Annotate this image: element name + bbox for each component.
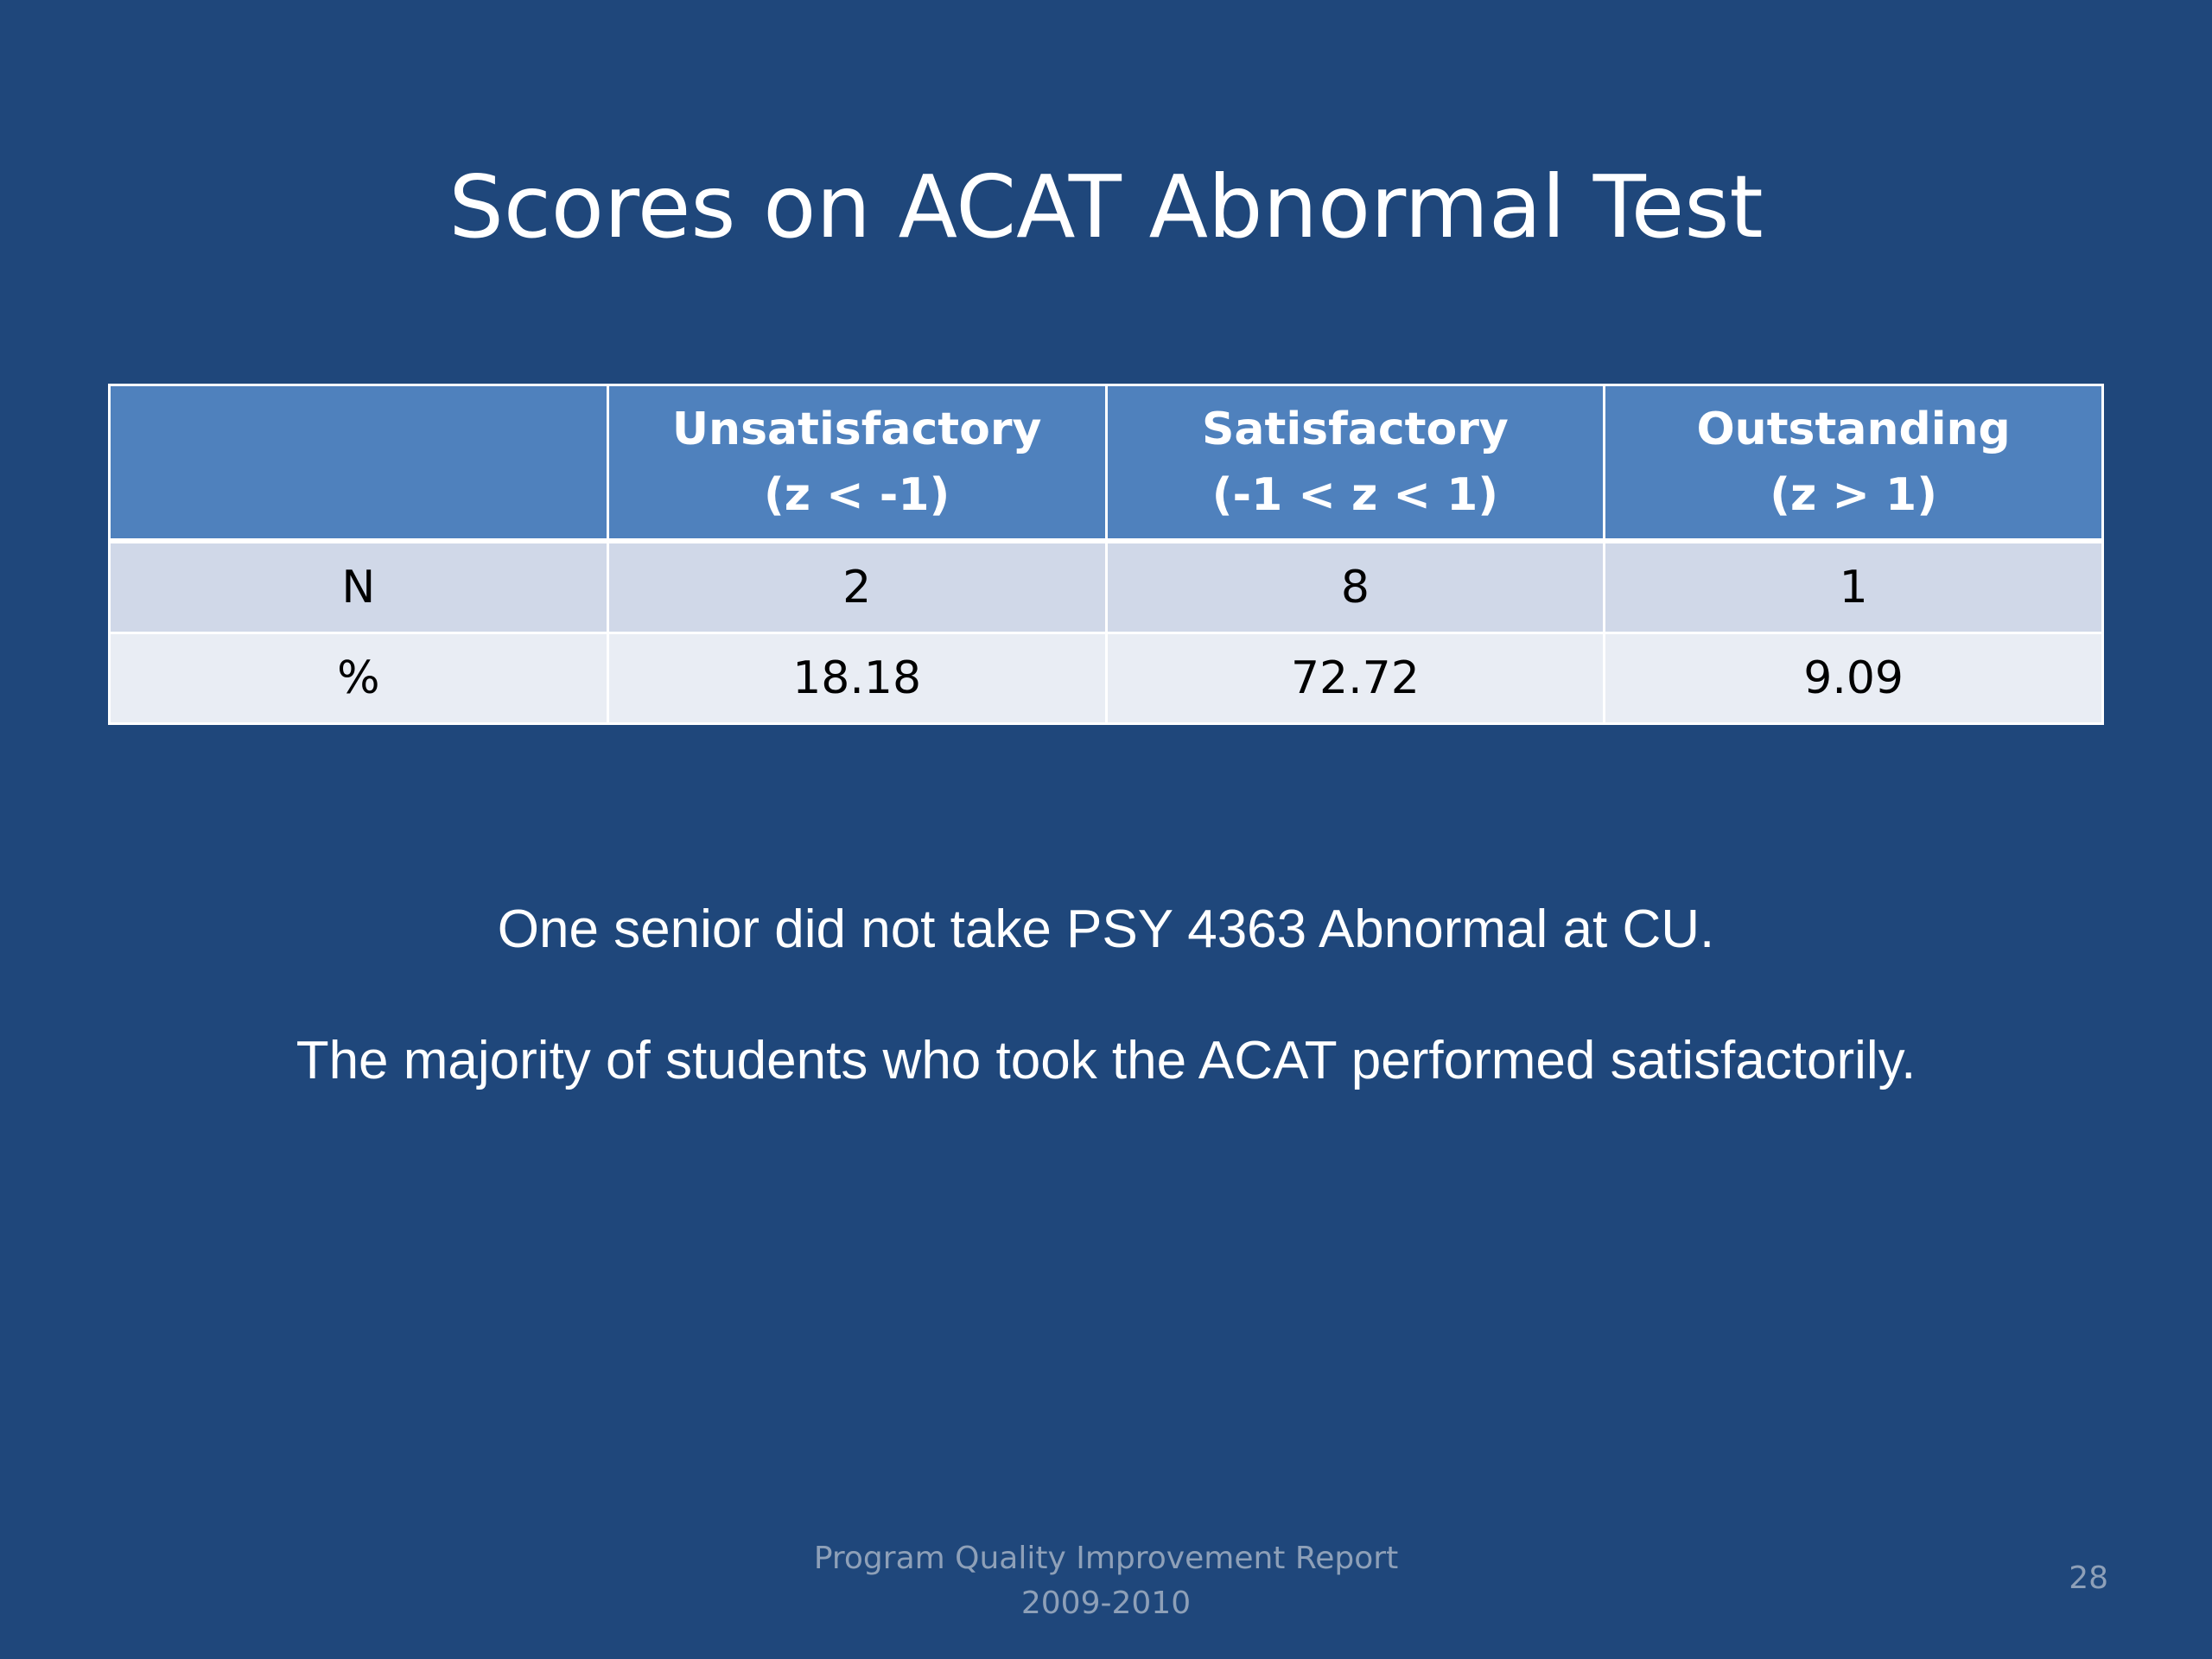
page-number: 28 [2069,1560,2108,1596]
row-label: N [108,541,609,634]
header-cell-satisfactory: Satisfactory (-1 < z < 1) [1104,384,1606,543]
table-cell: 2 [606,541,1108,634]
header-cell-unsatisfactory: Unsatisfactory (z < -1) [606,384,1108,543]
table-row: % 18.18 72.72 9.09 [108,632,2104,725]
scores-table: Unsatisfactory (z < -1) Satisfactory (-1… [108,384,2104,725]
table-row: N 2 8 1 [108,541,2104,634]
row-label: % [108,632,609,725]
table-cell: 9.09 [1603,632,2104,725]
header-line1: Unsatisfactory [671,404,1042,455]
note-text: One senior did not take PSY 4363 Abnorma… [497,899,1715,959]
slide-title: Scores on ACAT Abnormal Test [448,156,1764,257]
table-cell: 1 [1603,541,2104,634]
header-line1: Satisfactory [1201,404,1509,455]
slide-footer: Program Quality Improvement Report 2009-… [0,1536,2212,1626]
table-cell: 72.72 [1104,632,1606,725]
header-line1: Outstanding [1696,404,2011,455]
header-cell-empty [108,384,609,543]
table-header-row: Unsatisfactory (z < -1) Satisfactory (-1… [108,384,2104,543]
footer-line2: 2009-2010 [1020,1586,1192,1621]
header-line2: (z < -1) [763,469,950,521]
header-line2: (z > 1) [1770,469,1937,521]
footer-line1: Program Quality Improvement Report [813,1541,1399,1576]
header-line2: (-1 < z < 1) [1211,469,1499,521]
table-cell: 18.18 [606,632,1108,725]
table-cell: 8 [1104,541,1606,634]
header-cell-outstanding: Outstanding (z > 1) [1603,384,2104,543]
note-text: The majority of students who took the AC… [296,1031,1916,1090]
